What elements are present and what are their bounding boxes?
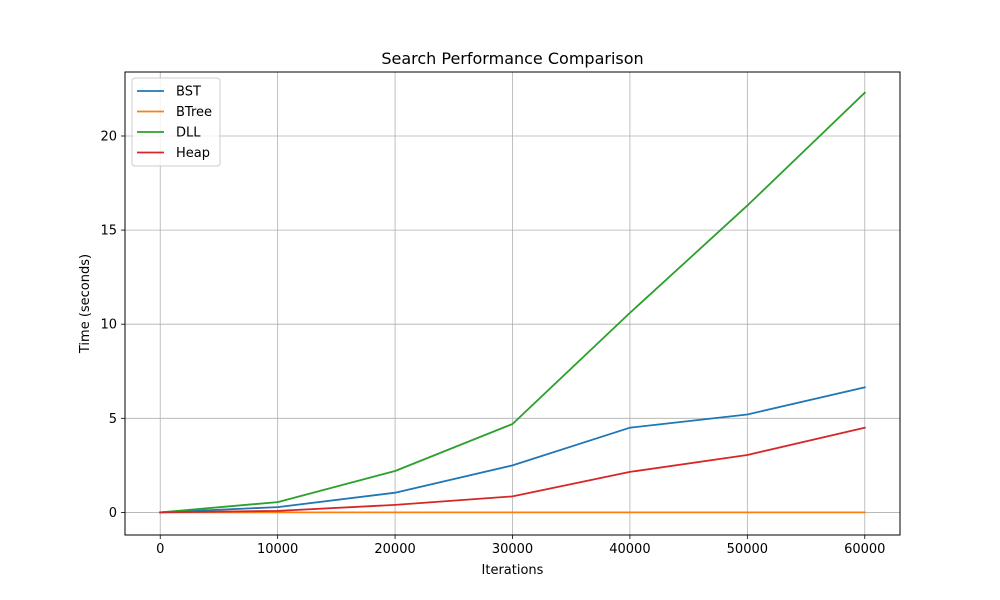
x-tick-label: 10000 [257, 542, 298, 557]
x-tick-label: 50000 [727, 542, 768, 557]
y-tick-label: 15 [100, 224, 117, 239]
y-tick-label: 10 [100, 318, 117, 333]
y-tick-label: 20 [100, 129, 117, 144]
x-tick-label: 0 [156, 542, 164, 557]
series-line-dll [159, 91, 867, 514]
series-line-heap [159, 426, 866, 514]
legend-label-bst: BST [176, 85, 201, 100]
series-lines [159, 91, 867, 514]
legend-label-btree: BTree [176, 105, 212, 120]
series-line-bst [159, 386, 866, 514]
x-tick-label: 60000 [844, 542, 885, 557]
x-tick-label: 30000 [492, 542, 533, 557]
x-tick-label: 20000 [374, 542, 415, 557]
x-tick-label: 40000 [609, 542, 650, 557]
x-axis-label: Iterations [482, 563, 544, 578]
y-tick-label: 0 [109, 506, 117, 521]
legend: BST BTree DLL Heap [131, 77, 221, 167]
chart-title: Search Performance Comparison [381, 49, 643, 68]
y-tick-label: 5 [109, 412, 117, 427]
grid [125, 72, 900, 535]
x-axis-ticks: 0 10000 20000 30000 40000 50000 60000 [156, 535, 885, 557]
legend-box [131, 77, 221, 167]
y-axis-ticks: 0 5 10 15 20 [100, 129, 125, 521]
y-axis-label: Time (seconds) [78, 254, 93, 354]
legend-label-dll: DLL [176, 126, 201, 141]
legend-label-heap: Heap [176, 146, 210, 161]
